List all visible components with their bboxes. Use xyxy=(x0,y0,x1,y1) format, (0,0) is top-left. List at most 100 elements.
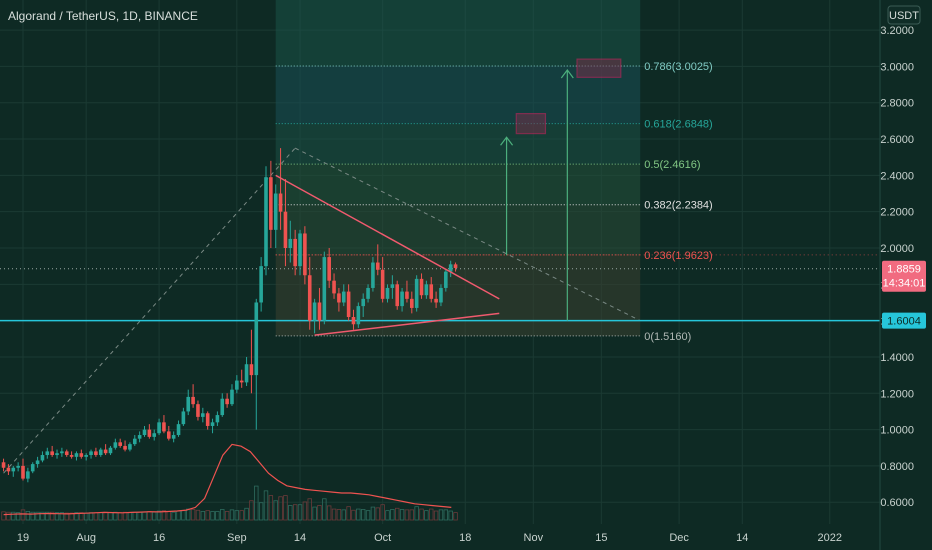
volume-bar xyxy=(326,505,332,521)
candle-body xyxy=(108,447,113,454)
target-box xyxy=(576,58,622,78)
volume-bar xyxy=(341,509,346,521)
price-axis-tick: 1.0000 xyxy=(880,425,914,437)
volume-bar xyxy=(249,500,254,521)
time-axis-tick: 16 xyxy=(153,532,165,544)
candle-body xyxy=(79,453,84,457)
candle-body xyxy=(375,262,380,270)
volume-bar xyxy=(414,506,419,521)
candle-body xyxy=(400,291,404,307)
volume-bar xyxy=(224,511,230,521)
volume-bar xyxy=(205,510,210,521)
volume-bar xyxy=(15,512,21,521)
fib-level-label: 0.618(2.6848) xyxy=(644,119,713,131)
price-axis-tick: 3.2000 xyxy=(880,25,914,37)
fib-level-label: 0.236(1.9623) xyxy=(644,250,713,262)
candle-body xyxy=(395,284,400,307)
candle-body xyxy=(196,404,200,417)
volume-bar xyxy=(399,509,405,521)
volume-bar xyxy=(448,510,453,521)
candle-body xyxy=(453,264,458,268)
volume-bar xyxy=(322,498,327,521)
volume-bar xyxy=(273,500,278,521)
candle-body xyxy=(273,193,278,230)
time-axis-tick: 14 xyxy=(294,532,306,544)
volume-bar xyxy=(278,496,283,521)
volume-bar xyxy=(156,510,162,521)
volume-bar xyxy=(307,498,312,521)
volume-bar xyxy=(215,511,220,521)
candle-body xyxy=(152,433,157,437)
candle-body xyxy=(225,398,229,405)
candle-body xyxy=(385,287,390,299)
volume-bar xyxy=(302,501,308,521)
fib-extension-zone xyxy=(275,0,641,66)
volume-bar xyxy=(25,511,31,521)
candle-body xyxy=(123,445,127,450)
candle-body xyxy=(288,238,293,248)
current-price-value: 1.8859 xyxy=(887,264,921,276)
volume-bar xyxy=(195,509,201,521)
candle-body xyxy=(89,451,93,456)
candle-body xyxy=(249,364,254,376)
support-price-tag xyxy=(882,312,926,329)
candle-body xyxy=(444,271,448,288)
candle-body xyxy=(132,438,137,445)
candle-body xyxy=(235,380,239,390)
price-axis-tick: 0.8000 xyxy=(880,461,914,473)
volume-bar xyxy=(390,509,395,521)
volume-bar xyxy=(370,506,376,521)
volume-bar xyxy=(20,509,26,521)
chart-title: Algorand / TetherUS, 1D, BINANCE xyxy=(8,9,198,23)
projection-arrow-1 xyxy=(500,136,514,256)
volume-bar xyxy=(190,509,196,521)
candle-body xyxy=(6,467,11,472)
volume-bar xyxy=(356,508,361,521)
volume-bar xyxy=(45,511,50,521)
candle-body xyxy=(371,262,375,288)
fib-level-label: 0.5(2.4616) xyxy=(644,159,700,171)
arrow-head xyxy=(560,69,574,79)
candle-body xyxy=(312,302,317,321)
candle-body xyxy=(215,415,220,423)
time-axis-tick: 18 xyxy=(459,532,471,544)
candle-body xyxy=(11,467,16,472)
candle-body xyxy=(356,306,361,325)
candle-body xyxy=(254,302,259,376)
candle-body xyxy=(361,298,365,307)
candle-body xyxy=(69,455,74,457)
candle-body xyxy=(405,291,409,299)
candle-body xyxy=(322,257,327,321)
candle-body xyxy=(60,451,64,454)
candle-countdown: 14:34:01 xyxy=(883,278,926,290)
volume-bar xyxy=(79,512,84,521)
candle-body xyxy=(424,284,429,296)
volume-bar xyxy=(64,512,69,521)
candle-body xyxy=(103,449,108,454)
candle-body xyxy=(439,287,443,303)
candle-body xyxy=(380,269,385,299)
candle-body xyxy=(366,287,370,299)
volume-bar xyxy=(380,504,385,521)
candle-body xyxy=(351,317,356,325)
volume-bar xyxy=(11,511,16,521)
candle-body xyxy=(264,177,268,267)
volume-bar xyxy=(360,509,366,521)
price-axis-tick: 2.2000 xyxy=(880,207,914,219)
candle-body xyxy=(429,284,434,299)
candle-body xyxy=(142,429,147,436)
volume-bar xyxy=(283,495,288,521)
volume-bar xyxy=(297,504,303,521)
candle-body xyxy=(30,464,35,472)
volume-bar xyxy=(220,509,225,521)
volume-bar xyxy=(268,495,274,521)
volume-bar xyxy=(404,509,410,521)
currency-button[interactable] xyxy=(887,5,921,25)
candle-body xyxy=(94,451,98,456)
volume-bar xyxy=(74,512,79,521)
volume-bar xyxy=(30,511,35,521)
candle-body xyxy=(21,465,25,479)
projection-arrow-2 xyxy=(560,69,574,321)
candle-body xyxy=(162,422,166,432)
